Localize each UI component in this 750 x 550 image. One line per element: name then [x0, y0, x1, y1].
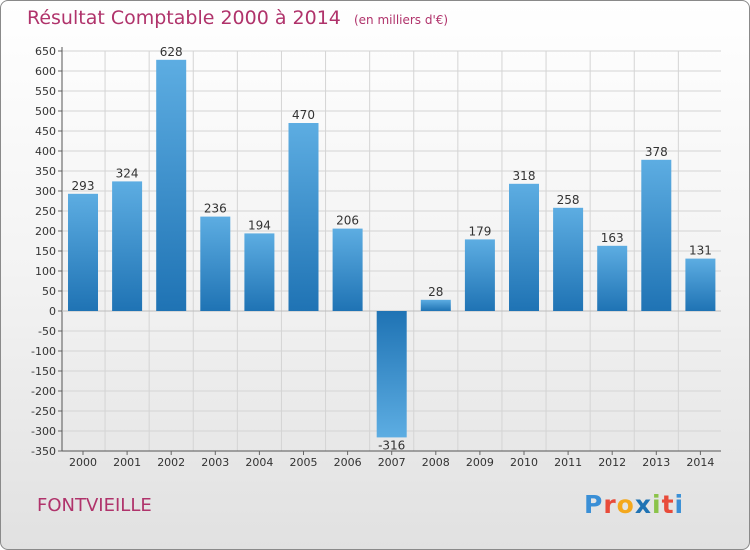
logo-letter: i [674, 490, 685, 519]
x-tick-label: 2014 [686, 456, 714, 469]
bar [641, 159, 672, 311]
x-tick-label: 2011 [554, 456, 582, 469]
bar-value-label: 324 [116, 166, 139, 180]
bar-value-label: 163 [601, 231, 624, 245]
bar [112, 181, 143, 311]
x-tick-label: 2007 [378, 456, 406, 469]
logo-letter: i [652, 490, 662, 519]
y-tick-label: -300 [31, 425, 56, 438]
y-tick-label: 0 [49, 305, 56, 318]
x-tick-label: 2001 [113, 456, 141, 469]
x-tick-label: 2004 [245, 456, 273, 469]
y-tick-label: 200 [35, 225, 56, 238]
logo-letter: P [584, 490, 604, 519]
bar-value-label: 470 [292, 108, 315, 122]
x-tick-label: 2012 [598, 456, 626, 469]
bar [244, 233, 275, 311]
y-tick-label: 400 [35, 145, 56, 158]
bar [597, 245, 628, 311]
x-tick-label: 2002 [157, 456, 185, 469]
bar [420, 299, 451, 311]
y-tick-label: 50 [42, 285, 56, 298]
chart-title: Résultat Comptable 2000 à 2014 [27, 7, 341, 29]
bar-value-label: 236 [204, 202, 227, 216]
logo-letter: r [603, 490, 617, 519]
y-tick-label: -250 [31, 405, 56, 418]
y-tick-label: 150 [35, 245, 56, 258]
bar [200, 216, 231, 311]
y-tick-label: -100 [31, 345, 56, 358]
bar-value-label: 318 [513, 169, 536, 183]
bar [685, 258, 716, 311]
logo-letter: x [634, 490, 652, 519]
bar-value-label: 206 [336, 214, 359, 228]
y-tick-label: 300 [35, 185, 56, 198]
bar-value-label: 258 [557, 193, 580, 207]
y-tick-label: -50 [38, 325, 56, 338]
bar-value-label: 28 [428, 285, 443, 299]
bar-value-label: 179 [468, 224, 491, 238]
logo-letter: o [616, 490, 635, 519]
y-tick-label: -200 [31, 385, 56, 398]
bar [288, 123, 319, 311]
x-tick-label: 2000 [69, 456, 97, 469]
logo-letter: t [661, 490, 675, 519]
bar-value-label: -316 [378, 438, 405, 452]
city-name: FONTVIEILLE [37, 495, 152, 516]
y-tick-label: 100 [35, 265, 56, 278]
y-tick-label: 250 [35, 205, 56, 218]
x-tick-label: 2013 [642, 456, 670, 469]
bar [509, 183, 539, 311]
y-tick-label: 600 [35, 65, 56, 78]
y-tick-label: 350 [35, 165, 56, 178]
x-tick-label: 2010 [510, 456, 538, 469]
x-tick-label: 2009 [466, 456, 494, 469]
bar [332, 228, 363, 311]
y-tick-label: -350 [31, 445, 56, 458]
bar-value-label: 293 [72, 179, 95, 193]
bar-value-label: 628 [160, 45, 183, 59]
bar [68, 193, 98, 311]
proxiti-logo: Proxiti [584, 490, 684, 519]
x-tick-label: 2003 [201, 456, 229, 469]
unit-label: (en milliers d'€) [353, 13, 449, 27]
y-tick-label: -150 [31, 365, 56, 378]
x-tick-label: 2006 [334, 456, 362, 469]
y-tick-label: 500 [35, 105, 56, 118]
bar-value-label: 194 [248, 218, 271, 232]
bar [464, 239, 495, 311]
x-tick-label: 2005 [290, 456, 318, 469]
x-tick-label: 2008 [422, 456, 450, 469]
bar [376, 311, 407, 438]
y-tick-label: 550 [35, 85, 56, 98]
y-tick-label: 450 [35, 125, 56, 138]
bar [156, 59, 187, 311]
bar-value-label: 131 [689, 244, 712, 258]
labels: 650600550500450400350300250200150100500-… [31, 45, 714, 469]
bar [553, 207, 584, 311]
y-tick-label: 650 [35, 45, 56, 58]
bars [68, 59, 716, 438]
title-row: Résultat Comptable 2000 à 2014 (en milli… [27, 7, 448, 29]
bar-value-label: 378 [645, 145, 668, 159]
